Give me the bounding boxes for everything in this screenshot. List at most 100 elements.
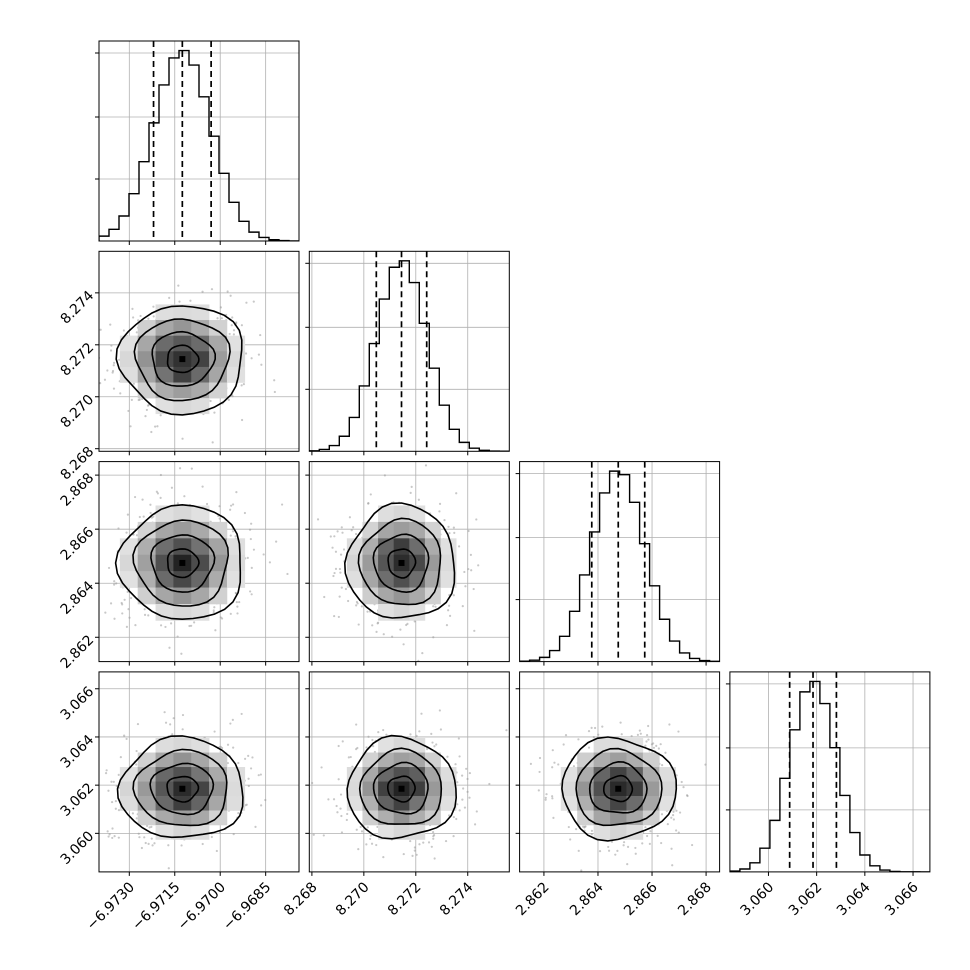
sample-point [152, 305, 155, 308]
sample-point [551, 795, 554, 798]
sample-point [341, 740, 344, 743]
sample-point [138, 836, 141, 839]
sample-point [369, 834, 372, 837]
panel-0-0 [95, 40, 300, 245]
sample-point [168, 646, 171, 649]
density-cell [362, 752, 379, 768]
density-cell [226, 796, 246, 811]
panel-frame [98, 461, 300, 663]
density-cell [209, 538, 228, 556]
sample-point [601, 725, 604, 728]
sample-point [657, 747, 660, 750]
sample-point [106, 369, 109, 372]
density-cell [209, 366, 228, 383]
density-cell [209, 752, 228, 768]
sample-point [247, 777, 250, 780]
sample-point [430, 845, 433, 848]
sample-point [336, 530, 339, 533]
sample-point [438, 502, 442, 505]
sample-point [260, 804, 263, 807]
sample-point [577, 849, 580, 852]
sample-point [252, 300, 255, 303]
density-cell [378, 752, 394, 768]
sample-point [355, 600, 359, 604]
density-cell [155, 304, 174, 321]
density-cell [119, 767, 139, 782]
density-cell [346, 571, 363, 588]
sample-point [251, 756, 254, 759]
x-tick-label: 8.270 [333, 879, 373, 919]
sample-point [259, 773, 262, 776]
density-cell [626, 781, 644, 797]
density-cell [560, 781, 578, 797]
density-cell [173, 304, 192, 321]
sample-point [334, 550, 338, 553]
sample-point [607, 845, 610, 849]
sample-point [129, 596, 133, 600]
sample-point [691, 843, 694, 847]
sample-point [136, 722, 140, 726]
density-cell [119, 571, 139, 588]
sample-point [121, 612, 124, 615]
sample-point [647, 724, 650, 728]
panel-3-3 [725, 671, 931, 876]
density-cell [191, 781, 210, 797]
panel-content [99, 671, 299, 872]
sample-point [235, 490, 238, 494]
sample-point [418, 843, 421, 846]
density-cell [191, 382, 210, 399]
sample-point [424, 464, 428, 467]
sample-point [249, 537, 252, 541]
sample-point [468, 796, 471, 799]
density-cell [610, 767, 627, 782]
sample-point [112, 361, 116, 364]
sample-point [257, 353, 261, 356]
contour-line [357, 517, 442, 606]
density-cell [577, 810, 594, 826]
density-cell [424, 810, 441, 826]
sample-point [212, 611, 215, 614]
sample-point [636, 733, 640, 736]
contour-line [575, 747, 663, 827]
sample-point [240, 712, 243, 716]
density-cell [409, 604, 426, 621]
sample-point [218, 505, 221, 508]
sample-point [432, 830, 435, 834]
sample-point [229, 294, 232, 297]
density-cell [424, 781, 441, 797]
sample-point [345, 818, 348, 822]
sample-point [153, 842, 156, 845]
sample-point [505, 729, 508, 732]
sample-point [126, 590, 129, 594]
density-cell [378, 810, 394, 826]
sample-point [219, 306, 223, 309]
sample-point [411, 854, 414, 857]
y-tick-label: 8.272 [58, 340, 98, 380]
density-cell [137, 571, 156, 588]
density-cell [362, 538, 379, 556]
panel-frame [519, 461, 721, 663]
sample-point [355, 828, 358, 831]
sample-point [226, 761, 229, 765]
sample-point [338, 567, 342, 571]
density-cell [191, 752, 210, 768]
sample-point [99, 381, 102, 385]
sample-point [322, 834, 325, 837]
sample-point [413, 849, 416, 852]
sample-point [417, 498, 420, 501]
sample-point [229, 612, 232, 615]
sample-point [648, 842, 651, 846]
sample-point [475, 518, 478, 521]
sample-point [652, 742, 655, 745]
sample-point [125, 531, 128, 534]
sample-point [144, 415, 147, 418]
density-cell [191, 554, 210, 572]
sample-point [342, 548, 346, 551]
density-cell [137, 382, 156, 399]
sample-point [360, 830, 364, 833]
sample-point [365, 843, 368, 846]
density-cell [191, 824, 210, 840]
sample-point [685, 794, 689, 797]
sample-point [135, 331, 138, 334]
sample-point [646, 834, 649, 838]
